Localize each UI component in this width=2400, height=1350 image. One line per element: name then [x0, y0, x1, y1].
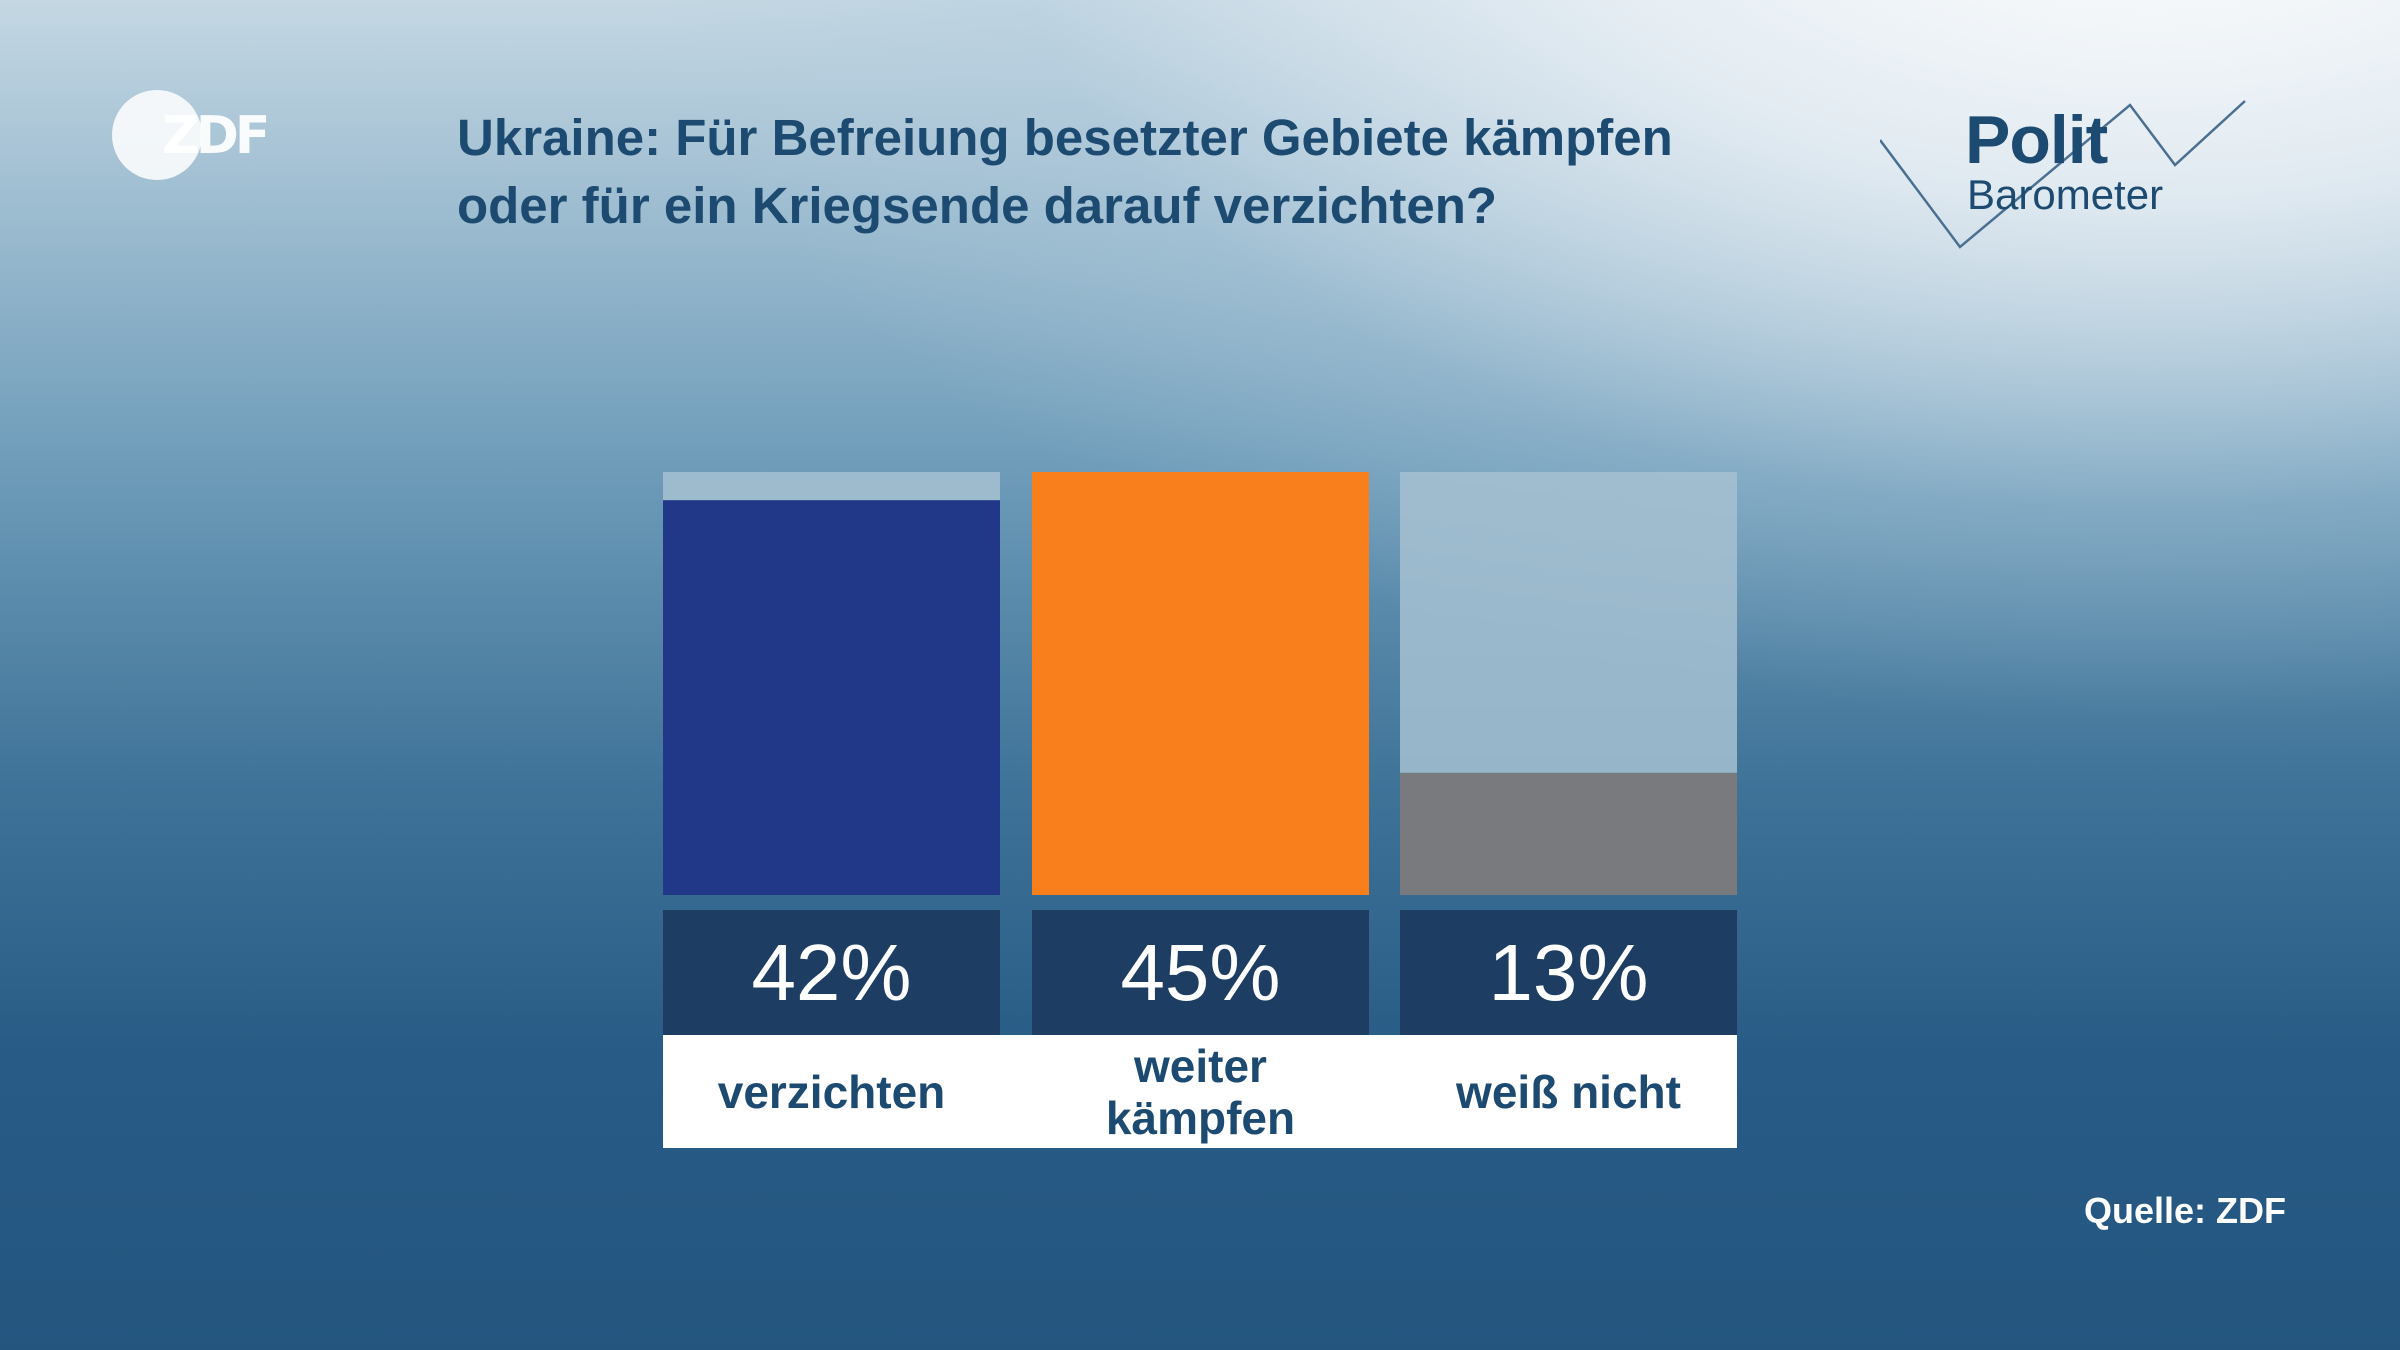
bar-1 [663, 500, 1000, 895]
category-label-text-3: weiß nicht [1456, 1066, 1681, 1118]
chart-title-line-1: Ukraine: Für Befreiung besetzter Gebiete… [457, 109, 1673, 166]
zdf-logo-text: ZDF [162, 106, 270, 166]
category-label-text-1: verzichten [718, 1066, 946, 1118]
value-label-3: 13% [1400, 910, 1737, 1035]
polit-word: Polit [1965, 102, 2108, 178]
category-label-text-2: weiter kämpfen [1106, 1040, 1295, 1144]
category-label-strip [663, 1035, 1737, 1148]
chart-title-line-2: oder für ein Kriegsende darauf verzichte… [457, 177, 1498, 234]
bar-2 [1032, 472, 1369, 895]
category-label-1: verzichten [663, 1035, 1000, 1148]
zdf-logo-circle [112, 90, 202, 180]
politbarometer-line-icon [1880, 100, 2246, 249]
category-label-line: weiß nicht [1456, 1065, 1681, 1118]
category-label-2: weiter kämpfen [1032, 1035, 1369, 1148]
politbarometer-logo: Polit Barometer [1880, 95, 2250, 260]
chart-title: Ukraine: Für Befreiung besetzter Gebiete… [457, 104, 1857, 240]
value-label-2: 45% [1032, 910, 1369, 1035]
polit-word-text: Polit [1965, 102, 2108, 178]
barometer-word: Barometer [1967, 171, 2164, 218]
category-label-line: kämpfen [1105, 1091, 1296, 1144]
value-label-1: 42% [663, 910, 1000, 1035]
bar-3 [1400, 772, 1737, 895]
source-note: Quelle: ZDF [2083, 1190, 2286, 1231]
category-label-line: verzichten [717, 1065, 946, 1118]
zdf-logo: ZDF [112, 90, 282, 182]
category-label-3: weiß nicht [1400, 1035, 1737, 1148]
category-label-line: weiter [1134, 1039, 1267, 1092]
